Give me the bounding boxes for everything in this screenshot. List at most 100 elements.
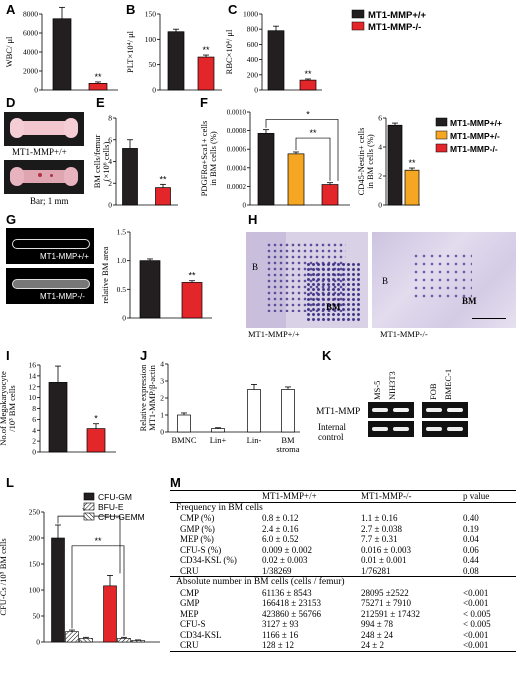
table-cell: 212591 ± 17432 xyxy=(361,608,420,619)
table-row: GMP (%) 2.4 ± 0.16 2.7 ± 0.038 0.19 xyxy=(170,524,516,535)
panel-label-d: D xyxy=(6,95,16,110)
xray-label-wt: MT1-MMP+/+ xyxy=(40,252,89,261)
significance-mark: ** xyxy=(309,128,317,138)
y-tick-label: 100 xyxy=(145,35,157,44)
legend-label: MT1-MMP+/+ xyxy=(368,10,427,21)
chart-f2: 0 2 4 6 CD45-Nestin+ cells in BM cells (%) ** xyxy=(356,114,420,210)
y-tick-label: 0 xyxy=(108,201,112,210)
bar xyxy=(155,187,171,206)
y-axis-label: in BM cells (%) xyxy=(365,134,375,189)
bar xyxy=(257,133,275,206)
y-tick-label: 0.0010 xyxy=(227,109,247,117)
table-cell: <0.001 xyxy=(463,598,489,608)
table-cell: 0.06 xyxy=(463,544,479,555)
xray-photo-ko: MT1-MMP-/- xyxy=(6,268,94,304)
table-cell: GMP xyxy=(180,598,200,608)
table-cell: 0.01 ± 0.001 xyxy=(361,555,407,565)
panel-label-c: C xyxy=(228,2,238,17)
xray-photo-wt: MT1-MMP+/+ xyxy=(6,228,94,264)
panel-label-f: F xyxy=(200,95,208,110)
significance-mark: ** xyxy=(188,271,196,281)
xray-label-ko: MT1-MMP-/- xyxy=(40,292,85,301)
table-cell: CRU xyxy=(180,565,199,576)
panel-label-e: E xyxy=(96,95,105,110)
y-axis-label: BM cells/femur xyxy=(92,135,102,189)
significance-mark: ** xyxy=(159,174,167,184)
legend-swatch xyxy=(83,512,95,521)
histology-bm-label-wt: BM xyxy=(326,302,341,312)
table-cell: 0.08 xyxy=(463,565,479,576)
femur-photo-ko xyxy=(4,160,84,194)
table-header-row: MT1-MMP+/+ MT1-MMP-/- p value xyxy=(170,490,516,503)
table-cell: CFU-S (%) xyxy=(180,544,222,555)
table-cell: 28095 ±2522 xyxy=(361,587,409,598)
table-section-header: Absolute number in BM cells (cells / fem… xyxy=(170,576,516,588)
y-tick-label: 10 xyxy=(29,393,37,402)
legend-c: MT1-MMP+/+MT1-MMP-/- xyxy=(351,9,427,33)
chart-j: 0 1 2 3 4 Relative expression MT1-MMP/β-actin B… xyxy=(138,360,300,454)
y-tick-label: 8 xyxy=(108,114,112,123)
bar xyxy=(65,631,79,643)
panel-label-h: H xyxy=(248,212,258,227)
table-cell: MEP (%) xyxy=(180,534,214,544)
panel-label-b: B xyxy=(126,2,136,17)
gel-lane-1: MS-5 xyxy=(372,380,382,400)
legend-swatch xyxy=(83,492,95,501)
y-tick-label: 6 xyxy=(378,114,382,123)
y-tick-label: 250 xyxy=(29,508,41,517)
y-axis-label: /10³ BM cells xyxy=(7,385,17,431)
gel-band-d xyxy=(422,421,468,437)
y-tick-label: 12 xyxy=(29,382,37,391)
table-cell: 128 ± 12 xyxy=(260,640,359,652)
y-tick-label: 6000 xyxy=(23,29,38,38)
table-cell: MT1-MMP-/- xyxy=(359,490,461,503)
bar xyxy=(299,79,317,91)
y-tick-label: 0 xyxy=(32,448,36,457)
table-row: CFU-S (%) 0.009 ± 0.002 0.016 ± 0.003 0.06 xyxy=(170,545,516,556)
table-cell: 2.4 ± 0.16 xyxy=(262,523,299,534)
y-axis-label: CFU-Cs /10⁵ BM cells xyxy=(0,538,8,615)
table-section-title: Absolute number in BM cells (cells / fem… xyxy=(170,576,516,588)
y-axis-label: in BM cells (%) xyxy=(208,131,218,186)
y-tick-label: 2 xyxy=(108,179,112,188)
bar xyxy=(177,414,191,433)
x-tick-label: BMNC xyxy=(171,435,196,445)
panel-label-a: A xyxy=(6,2,16,17)
table-section-header: Frequency in BM cells xyxy=(170,502,516,513)
table-cell: 2.7 ± 0.038 xyxy=(361,523,402,534)
y-tick-label: 0 xyxy=(152,86,156,95)
legend-label: MT1-MMP-/- xyxy=(450,144,498,154)
legend-label: BFU-E xyxy=(98,502,124,512)
table-cell: 1.1 ± 0.16 xyxy=(361,513,398,523)
table-cell: MT1-MMP+/+ xyxy=(260,490,359,503)
x-tick-label: Lin+ xyxy=(210,435,227,445)
significance-mark: * xyxy=(306,109,310,119)
histology-caption-wt: MT1-MMP+/+ xyxy=(248,329,300,339)
bracket xyxy=(71,545,125,636)
y-tick-label: 1.5 xyxy=(117,228,127,237)
bar xyxy=(267,30,285,91)
y-tick-label: 4 xyxy=(32,426,36,435)
scale-bar xyxy=(472,318,506,319)
table-cell: 1/38269 xyxy=(262,565,292,576)
table-row: CRU 128 ± 12 24 ± 2 <0.001 xyxy=(170,640,516,652)
table-cell: CMP xyxy=(180,587,200,598)
bar xyxy=(117,638,131,643)
y-tick-label: 3 xyxy=(160,377,164,386)
gel-lane-2: NIH3T3 xyxy=(387,371,397,400)
y-tick-label: 14 xyxy=(29,371,37,380)
chart-b: 0 50 100 150 PLT×10⁴/ μl ** xyxy=(125,10,222,95)
bar xyxy=(103,585,117,643)
gel-lane-3: FOB xyxy=(428,383,438,400)
significance-mark: ** xyxy=(408,158,416,168)
bar xyxy=(122,148,138,206)
photo-label-wt: MT1-MMP+/+ xyxy=(12,147,67,157)
y-tick-label: 1.0 xyxy=(117,256,127,265)
y-tick-label: 0.0004 xyxy=(227,164,247,172)
table-row: MEP (%) 6.0 ± 0.52 7.7 ± 0.31 0.04 xyxy=(170,534,516,545)
chart-c: 0 200 400 600 800 1000 RBC×10⁴/ μl ** xyxy=(224,10,322,95)
y-axis-label: relative BM area xyxy=(100,246,110,303)
table-cell: 0.016 ± 0.003 xyxy=(361,544,411,555)
chart-e: 0 2 4 6 8 BM cells/femur (×10⁶ cells) ** xyxy=(92,114,178,210)
